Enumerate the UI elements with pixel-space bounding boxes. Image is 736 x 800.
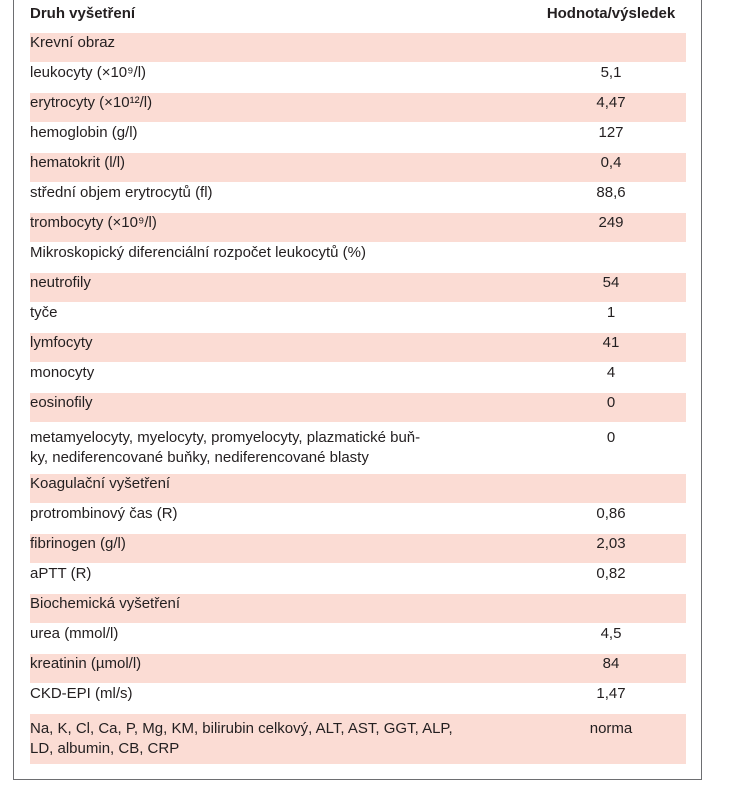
test-value: 4,47 [536,93,686,122]
test-name: monocyty [30,364,95,381]
test-value: 0,4 [536,153,686,182]
section-title: Biochemická vyšetření [30,594,536,623]
test-value: 127 [598,124,624,141]
test-value [536,594,686,623]
test-value: 41 [536,333,686,362]
table-row: Na, K, Cl, Ca, P, Mg, KM, bilirubin celk… [30,714,686,764]
test-value: 0 [536,393,686,422]
section-title: Koagulační vyšetření [30,474,536,503]
test-value: 249 [536,213,686,242]
test-name: protrombinový čas (R) [30,505,178,522]
test-name: střední objem erytrocytů (fl) [30,184,213,201]
test-value: 0 [606,429,616,446]
test-value: 88,6 [596,184,626,201]
test-value [536,474,686,503]
table-row: erytrocyty (×10¹²/l) 4,47 [30,93,686,122]
header-test-value: Hodnota/výsledek [546,5,676,22]
table-row: kreatinin (µmol/l) 84 [30,654,686,683]
test-name: hemoglobin (g/l) [30,124,138,141]
test-name: trombocyty (×10⁹/l) [30,213,536,242]
table-row: hemoglobin (g/l) 127 [30,123,686,152]
table-row: tyče 1 [30,303,686,332]
test-value [536,33,686,62]
section-row: Mikroskopický diferenciální rozpočet leu… [30,243,686,272]
test-value: 0,82 [596,565,626,582]
table-row: aPTT (R) 0,82 [30,564,686,593]
section-row: Koagulační vyšetření [30,474,686,503]
section-title: Mikroskopický diferenciální rozpočet leu… [30,244,366,261]
table-row: protrombinový čas (R) 0,86 [30,504,686,533]
table-row: CKD-EPI (ml/s) 1,47 [30,684,686,713]
test-value: 1,47 [596,685,626,702]
section-title: Krevní obraz [30,33,536,62]
test-name: neutrofily [30,273,536,302]
test-value [536,243,686,272]
test-name: Na, K, Cl, Ca, P, Mg, KM, bilirubin celk… [30,714,536,764]
table-row: neutrofily 54 [30,273,686,302]
table-row: leukocyty (×10⁹/l) 5,1 [30,63,686,92]
test-name: erytrocyty (×10¹²/l) [30,93,536,122]
table-row: eosinofily 0 [30,393,686,422]
lab-results-table: Druh vyšetření Hodnota/výsledek Krevní o… [30,3,686,765]
test-value: 1 [606,304,616,321]
table-frame [13,0,702,780]
test-name: tyče [30,304,58,321]
test-name: metamyelocyty, myelocyty, promyelocyty, … [30,429,421,466]
test-value: 4 [606,364,616,381]
table-row: metamyelocyty, myelocyty, promyelocyty, … [30,423,686,473]
table-row: hematokrit (l/l) 0,4 [30,153,686,182]
table-row: fibrinogen (g/l) 2,03 [30,534,686,563]
test-name: eosinofily [30,393,536,422]
test-value: 5,1 [600,64,622,81]
test-value: norma [536,714,686,764]
test-value: 54 [536,273,686,302]
test-value: 0,86 [596,505,626,522]
table-row: urea (mmol/l) 4,5 [30,624,686,653]
test-name: lymfocyty [30,333,536,362]
section-row: Biochemická vyšetření [30,594,686,623]
test-name: kreatinin (µmol/l) [30,654,536,683]
test-value: 2,03 [536,534,686,563]
header-test-name: Druh vyšetření [30,5,136,22]
section-row: Krevní obraz [30,33,686,62]
table-row: trombocyty (×10⁹/l) 249 [30,213,686,242]
table-row: střední objem erytrocytů (fl) 88,6 [30,183,686,212]
table-row: monocyty 4 [30,363,686,392]
test-name: hematokrit (l/l) [30,153,536,182]
test-name: CKD-EPI (ml/s) [30,685,133,702]
table-body: Krevní obraz leukocyty (×10⁹/l) 5,1 erytroc… [30,33,686,764]
test-value: 84 [536,654,686,683]
test-value: 4,5 [600,625,622,642]
test-name: fibrinogen (g/l) [30,534,536,563]
table-header-row: Druh vyšetření Hodnota/výsledek [30,4,686,32]
test-name: leukocyty (×10⁹/l) [30,64,147,81]
table-row: lymfocyty 41 [30,333,686,362]
test-name: aPTT (R) [30,565,92,582]
test-name: urea (mmol/l) [30,625,119,642]
